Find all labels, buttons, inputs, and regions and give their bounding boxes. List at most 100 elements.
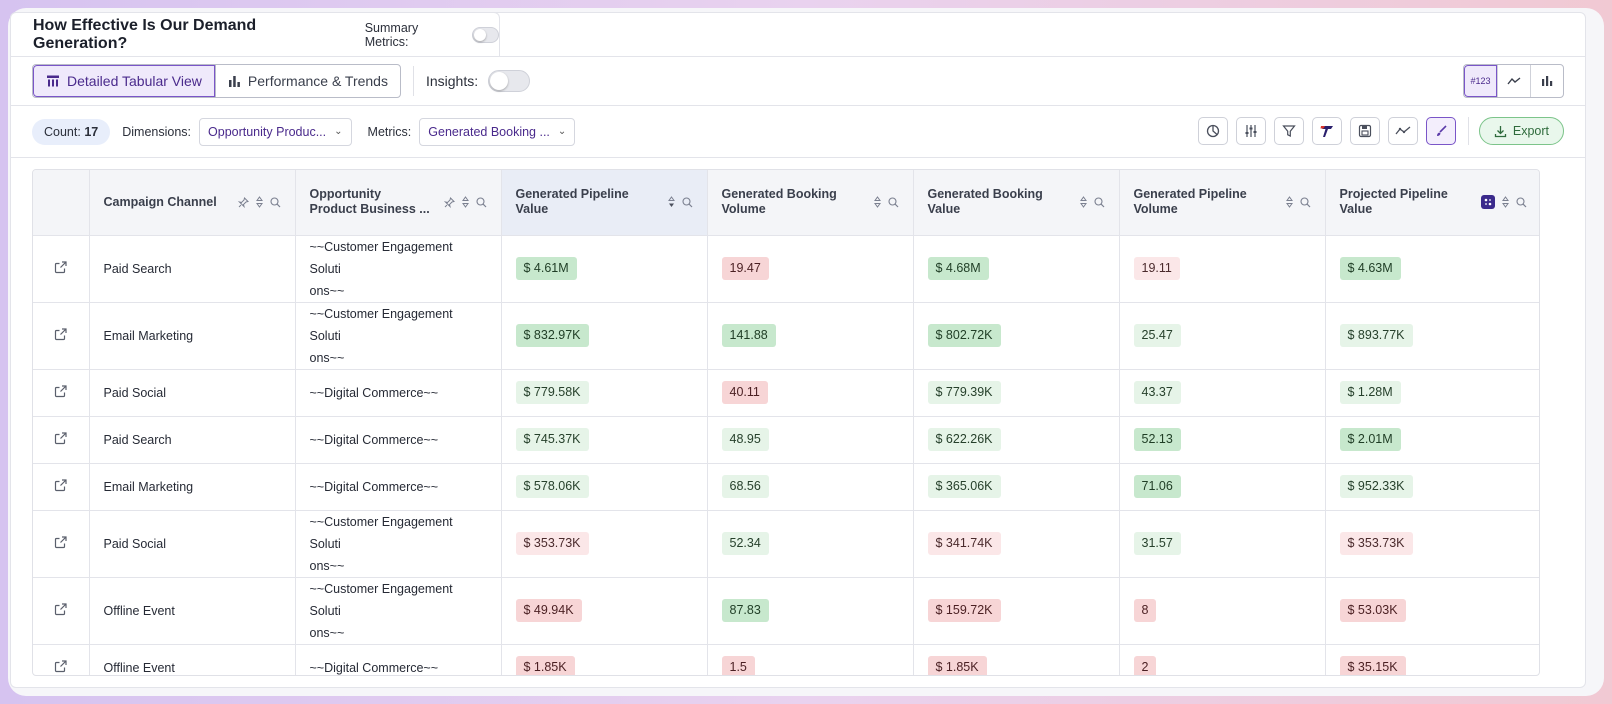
brand-logo-icon (1320, 124, 1334, 138)
insights-toggle[interactable] (488, 70, 531, 92)
metric-value-badge: 25.47 (1133, 324, 1181, 347)
table-icon (46, 74, 60, 88)
sort-desc-icon[interactable] (667, 196, 675, 208)
tab-label: Detailed Tabular View (67, 73, 202, 89)
brush-button[interactable] (1425, 117, 1456, 145)
dimensions-dropdown[interactable]: Opportunity Produc... ⌄ (199, 117, 352, 146)
count-label: Count: (44, 124, 81, 139)
brand-logo-button[interactable] (1311, 117, 1342, 145)
search-icon[interactable] (1299, 197, 1311, 208)
external-link-icon[interactable] (54, 535, 68, 549)
metric-cell: 31.57 (1119, 510, 1326, 578)
column-header-actions (437, 196, 487, 209)
column-header[interactable]: Generated Pipeline Volume (1119, 170, 1326, 236)
metric-value-badge: $ 802.72K (927, 324, 1001, 347)
search-icon[interactable] (269, 197, 281, 208)
column-header[interactable]: Generated Booking Value (913, 170, 1120, 236)
column-header[interactable]: Campaign Channel (89, 170, 296, 236)
metric-cell: $ 365.06K (913, 463, 1120, 511)
sort-icon[interactable] (873, 196, 881, 209)
metric-value-badge: $ 365.06K (927, 475, 1001, 498)
campaign-channel-cell: Offline Event (89, 577, 296, 645)
export-button[interactable]: Export (1478, 117, 1564, 145)
ai-sparkle-icon[interactable] (1474, 195, 1495, 210)
external-link-icon[interactable] (54, 384, 68, 398)
metric-value-badge: $ 893.77K (1339, 324, 1413, 347)
column-header[interactable]: Opportunity Product Business ... (295, 170, 502, 236)
metric-cell: $ 53.03K (1325, 577, 1539, 645)
metric-cell: 48.95 (707, 416, 914, 464)
product-business-cell: ~~Customer Engagement Soluti ons~~ (295, 235, 502, 303)
search-icon[interactable] (681, 197, 693, 208)
table-header-row: Campaign Channel Opportunity Product Busin… (33, 170, 1539, 236)
pie-chart-button[interactable] (1197, 117, 1228, 145)
metric-cell: $ 49.94K (501, 577, 708, 645)
metric-cell: 71.06 (1119, 463, 1326, 511)
metrics-label: Metrics: (367, 124, 412, 139)
column-header[interactable]: Generated Pipeline Value (501, 170, 708, 236)
bar-chart-format-button[interactable] (1530, 65, 1563, 97)
table-row: Offline Event ~~Digital Commerce~~ $ 1.85K… (33, 644, 1539, 675)
header-label-line: Projected Pipeline (1339, 187, 1448, 202)
search-icon[interactable] (475, 197, 487, 208)
filter-button[interactable] (1273, 117, 1304, 145)
metric-value-badge: 2 (1133, 656, 1157, 675)
metric-value-badge: $ 779.58K (515, 381, 589, 404)
tab-detailed-tabular-view[interactable]: Detailed Tabular View (33, 65, 215, 97)
pin-icon[interactable] (237, 196, 249, 208)
metric-value-badge: $ 49.94K (515, 599, 582, 622)
sort-icon[interactable] (1285, 196, 1293, 209)
trend-line-button[interactable] (1387, 117, 1418, 145)
column-header[interactable]: Projected Pipeline Value (1325, 170, 1539, 236)
metric-cell: 1.5 (707, 644, 914, 675)
external-link-icon[interactable] (54, 260, 68, 274)
toggle-knob (490, 72, 509, 90)
product-text-line: ~~Digital Commerce~~ (309, 479, 439, 494)
adjust-settings-button[interactable] (1235, 117, 1266, 145)
tab-performance-trends[interactable]: Performance & Trends (214, 65, 400, 97)
header-label-line: Generated Booking (721, 187, 837, 202)
external-link-icon[interactable] (54, 327, 68, 341)
campaign-channel-cell: Paid Social (89, 510, 296, 578)
pie-chart-icon (1206, 124, 1220, 138)
metric-cell: $ 578.06K (501, 463, 708, 511)
column-header[interactable]: Generated Booking Volume (707, 170, 914, 236)
product-text-line: ~~Digital Commerce~~ (309, 660, 439, 675)
number-format-button[interactable]: #123 (1464, 65, 1497, 97)
column-header-label: Generated Pipeline Value (516, 187, 661, 217)
header-label-line: Volume (721, 202, 766, 217)
open-record-cell (33, 235, 90, 303)
metric-value-badge: $ 353.73K (1339, 532, 1413, 555)
sort-icon[interactable] (1079, 196, 1087, 209)
metric-value-badge: $ 622.26K (927, 428, 1001, 451)
search-icon[interactable] (887, 197, 899, 208)
sort-icon[interactable] (1501, 196, 1509, 209)
metrics-value: Generated Booking ... (428, 124, 550, 139)
search-icon[interactable] (1093, 197, 1105, 208)
pin-icon[interactable] (443, 196, 455, 208)
external-link-icon[interactable] (54, 602, 68, 616)
external-link-icon[interactable] (54, 659, 68, 673)
metrics-dropdown[interactable]: Generated Booking ... ⌄ (419, 117, 576, 146)
metric-cell: $ 4.68M (913, 235, 1120, 303)
save-view-button[interactable] (1349, 117, 1380, 145)
external-link-icon[interactable] (54, 478, 68, 492)
sort-icon[interactable] (461, 196, 469, 209)
sort-icon[interactable] (255, 196, 263, 209)
dimensions-value: Opportunity Produc... (208, 124, 327, 139)
summary-metrics-toggle[interactable] (471, 26, 499, 43)
product-business-cell: ~~Digital Commerce~~ (295, 369, 502, 417)
product-business-cell: ~~Customer Engagement Soluti ons~~ (295, 510, 502, 578)
campaign-channel-cell: Offline Event (89, 644, 296, 675)
external-link-icon[interactable] (54, 431, 68, 445)
insights-label: Insights: (425, 73, 479, 89)
search-icon[interactable] (1515, 197, 1527, 208)
metric-cell: $ 353.73K (1325, 510, 1539, 578)
metric-cell: $ 1.85K (913, 644, 1120, 675)
view-toolbar: Detailed Tabular View Performance & Tren… (10, 56, 1586, 106)
metric-cell: $ 1.85K (501, 644, 708, 675)
product-text-line: ~~Customer Engagement Soluti (309, 239, 453, 276)
line-chart-format-button[interactable] (1497, 65, 1530, 97)
dimensions-label: Dimensions: (122, 124, 192, 139)
metric-value-badge: $ 35.15K (1339, 656, 1406, 675)
